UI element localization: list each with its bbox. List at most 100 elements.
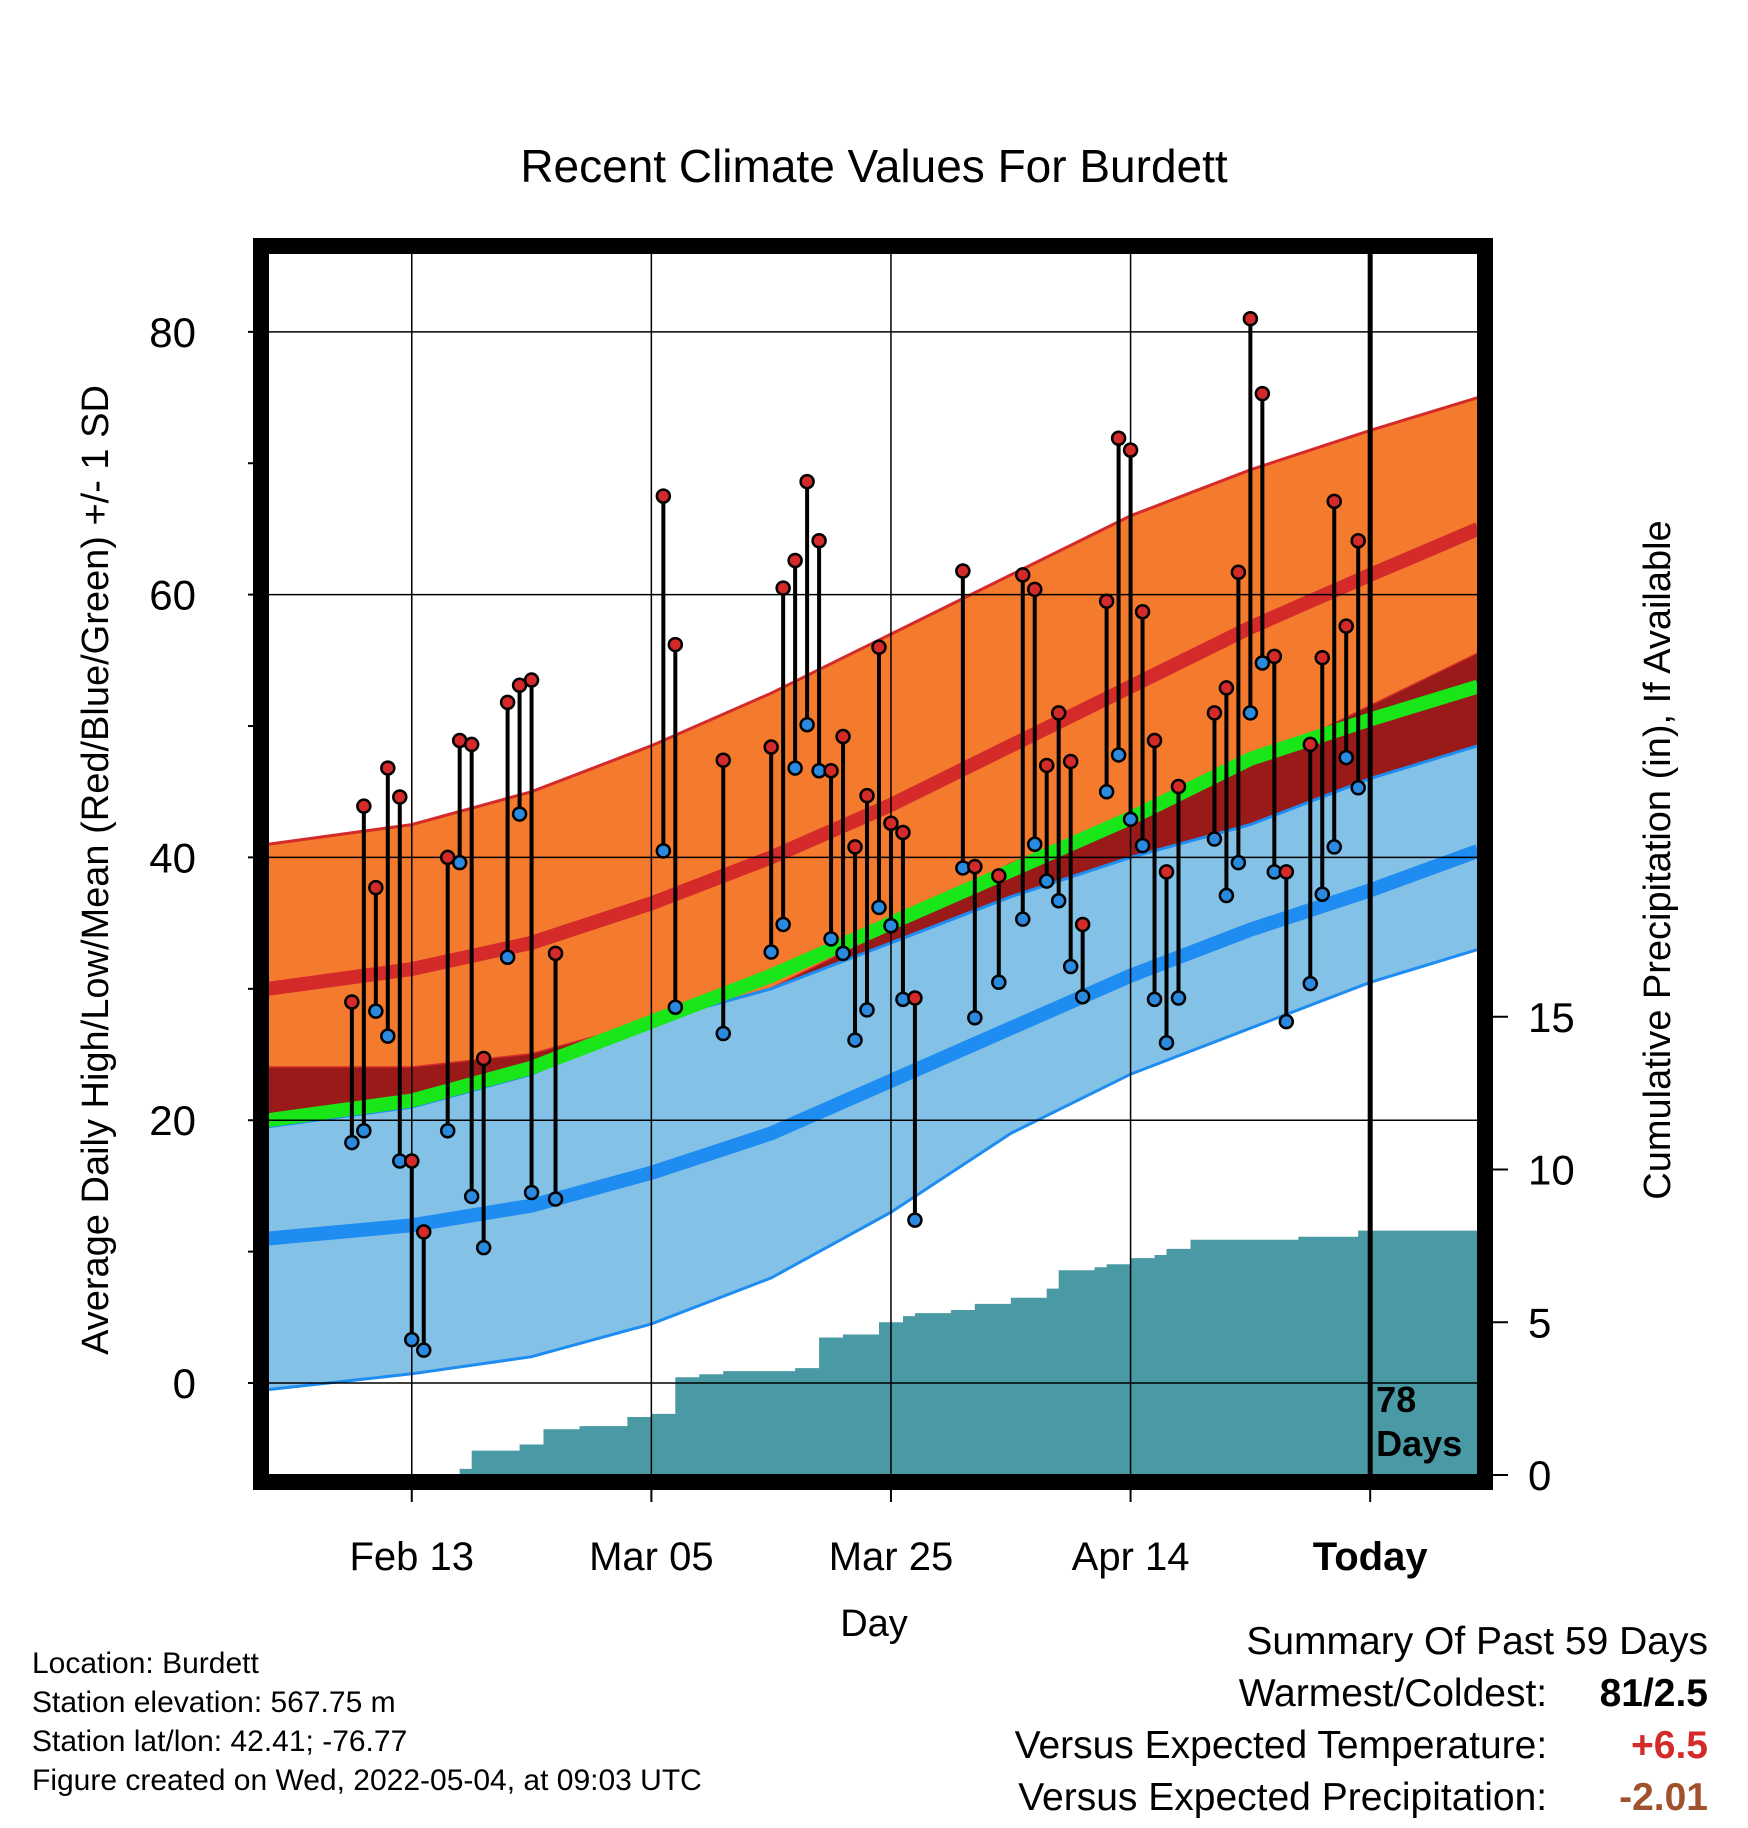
obs-high-point bbox=[955, 563, 971, 579]
obs-high-point bbox=[344, 994, 360, 1010]
obs-low-point bbox=[523, 1184, 540, 1201]
obs-low-point bbox=[907, 1212, 923, 1228]
obs-low-point bbox=[715, 1025, 731, 1042]
x-tick-label: Today bbox=[1313, 1535, 1429, 1579]
axes: 0 20 40 60 80 0 5 10 15 Feb 13 Mar 05 Mar 25 Apr 14 T… bbox=[149, 309, 1574, 1579]
summary-temp-value: +6.5 bbox=[1631, 1724, 1708, 1767]
obs-low-point bbox=[1254, 655, 1271, 671]
obs-high-point bbox=[883, 815, 899, 832]
obs-low-point bbox=[344, 1134, 360, 1151]
obs-high-point bbox=[1278, 864, 1295, 880]
obs-high-point bbox=[775, 580, 791, 596]
obs-low-point bbox=[415, 1342, 432, 1358]
y-right-tick-label: 15 bbox=[1528, 994, 1575, 1041]
obs-high-point bbox=[847, 839, 863, 855]
obs-low-point bbox=[1026, 836, 1043, 853]
obs-low-point bbox=[991, 974, 1007, 991]
y-axis-label: Average Daily High/Low/Mean (Red/Blue/Gr… bbox=[75, 385, 117, 1355]
obs-low-point bbox=[1122, 811, 1139, 828]
y-axis-label-right: Cumulative Precipitation (in), If Availa… bbox=[1637, 520, 1679, 1199]
y-tick-label: 40 bbox=[149, 834, 196, 881]
obs-low-point bbox=[835, 945, 851, 962]
obs-low-point bbox=[823, 931, 839, 947]
obs-low-point bbox=[655, 843, 672, 859]
y-right-tick-label: 10 bbox=[1528, 1147, 1575, 1194]
obs-low-point bbox=[1038, 873, 1055, 889]
obs-high-point bbox=[1230, 564, 1247, 581]
obs-high-point bbox=[1038, 757, 1055, 774]
obs-high-point bbox=[895, 824, 911, 841]
plot-frame bbox=[253, 238, 1493, 1490]
obs-low-point bbox=[871, 899, 887, 916]
precip-area bbox=[411, 1230, 1478, 1475]
obs-low-point bbox=[1158, 1034, 1175, 1051]
obs-high-point bbox=[763, 739, 779, 755]
obs-high-point bbox=[356, 798, 372, 814]
footer-created: Figure created on Wed, 2022-05-04, at 09… bbox=[32, 1764, 702, 1797]
obs-low-point bbox=[967, 1009, 983, 1026]
obs-high-point bbox=[1170, 778, 1187, 795]
obs-high-point bbox=[1350, 533, 1366, 549]
obs-low-point bbox=[1134, 837, 1151, 854]
low-sd-band bbox=[268, 745, 1478, 1390]
obs-low-point bbox=[463, 1188, 480, 1205]
chart-title: Recent Climate Values For Burdett bbox=[520, 140, 1228, 192]
obs-low-point bbox=[380, 1028, 396, 1044]
obs-high-point bbox=[368, 879, 384, 896]
obs-high-point bbox=[1134, 603, 1151, 620]
obs-low-point bbox=[1218, 887, 1235, 904]
obs-high-point bbox=[499, 694, 516, 711]
obs-high-point bbox=[1026, 581, 1043, 598]
band-overlap bbox=[268, 653, 1478, 1127]
obs-low-point bbox=[1206, 831, 1223, 847]
obs-low-point bbox=[1050, 893, 1067, 909]
obs-high-point bbox=[415, 1224, 432, 1240]
summary-temp-label: Versus Expected Temperature: bbox=[1014, 1724, 1548, 1767]
obs-low-point bbox=[763, 944, 779, 960]
obs-high-point bbox=[475, 1050, 492, 1067]
obs-low-point bbox=[1015, 911, 1031, 927]
x-tick-label: Mar 05 bbox=[589, 1535, 714, 1579]
obs-high-point bbox=[1110, 430, 1127, 447]
obs-high-point bbox=[380, 760, 396, 776]
summary-precip-row: Versus Expected Precipitation: -2.01 bbox=[1018, 1776, 1708, 1820]
summary-warmest-value: 81/2.5 bbox=[1599, 1672, 1708, 1715]
summary-precip-label: Versus Expected Precipitation: bbox=[1018, 1776, 1548, 1819]
obs-low-point bbox=[356, 1122, 372, 1139]
summary-warmest-row: Warmest/Coldest: 81/2.5 bbox=[1239, 1672, 1708, 1716]
footer-location: Location: Burdett bbox=[32, 1647, 259, 1680]
obs-high-point bbox=[715, 752, 731, 768]
obs-high-point bbox=[1015, 567, 1031, 583]
plot-area bbox=[268, 396, 1478, 1475]
x-tick-label: Apr 14 bbox=[1072, 1535, 1190, 1579]
obs-high-point bbox=[787, 552, 803, 569]
obs-low-point bbox=[1242, 705, 1259, 721]
obs-low-point bbox=[1350, 780, 1366, 796]
x-axis-label: Day bbox=[840, 1603, 908, 1645]
obs-low-point bbox=[1110, 747, 1127, 763]
obs-high-point bbox=[1326, 493, 1342, 510]
summary-warmest-label: Warmest/Coldest: bbox=[1238, 1672, 1548, 1715]
obs-high-point bbox=[1206, 705, 1223, 721]
obs-low-point bbox=[499, 949, 516, 966]
obs-low-point bbox=[1326, 839, 1342, 855]
obs-high-point bbox=[1254, 385, 1271, 402]
obs-low-point bbox=[787, 760, 803, 776]
x-tick-label: Feb 13 bbox=[349, 1535, 474, 1579]
obs-high-point bbox=[1158, 864, 1175, 880]
y-right-tick-label: 0 bbox=[1528, 1452, 1551, 1499]
y-tick-label: 80 bbox=[149, 309, 196, 356]
obs-low-point bbox=[1338, 749, 1354, 766]
obs-high-point bbox=[392, 789, 408, 805]
obs-low-point bbox=[1074, 988, 1091, 1005]
footer-elevation: Station elevation: 567.75 m bbox=[32, 1686, 396, 1719]
obs-high-point bbox=[967, 858, 983, 875]
obs-high-point bbox=[859, 787, 875, 804]
obs-low-point bbox=[1098, 783, 1115, 800]
obs-high-point bbox=[1074, 916, 1091, 933]
obs-low-point bbox=[475, 1239, 492, 1256]
obs-low-point bbox=[799, 716, 815, 733]
today-days-label: 78 bbox=[1376, 1379, 1416, 1420]
y-tick-label: 0 bbox=[173, 1360, 196, 1407]
obs-low-point bbox=[368, 1003, 384, 1019]
